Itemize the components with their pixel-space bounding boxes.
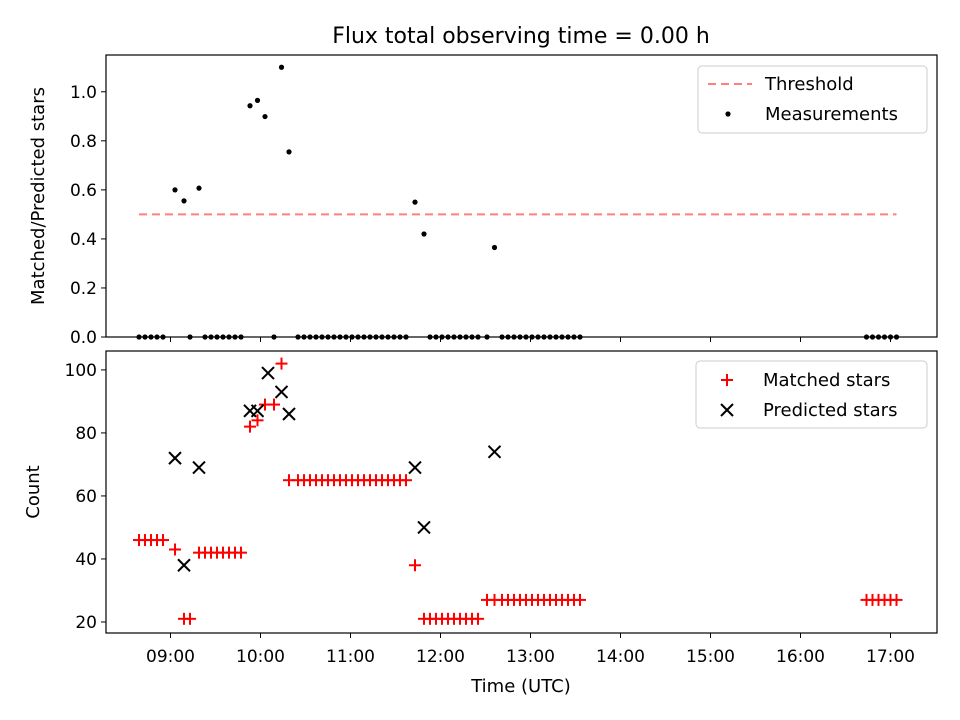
measurement-point — [247, 103, 253, 109]
top-legend: Threshold Measurements — [697, 65, 928, 134]
predicted-legend-label: Predicted stars — [763, 400, 897, 421]
matched-star-point — [268, 398, 280, 411]
predicted-star-point — [274, 385, 289, 399]
x-tick-label: 16:00 — [776, 647, 825, 667]
matched-star-point — [244, 420, 256, 433]
matched-star-point — [157, 534, 169, 547]
measurements-legend-marker — [725, 111, 731, 117]
y-tick-label: 0.4 — [70, 230, 97, 250]
bottom-x-axis-ticks: 09:00 10:00 11:00 12:00 13:00 14:00 15:00 16:00… — [146, 633, 915, 667]
y-tick-label: 80 — [75, 424, 97, 444]
top-y-axis-ticks: 0.0 0.2 0.4 0.6 0.8 1.0 — [70, 83, 106, 348]
top-x-axis-ticks — [170, 337, 891, 342]
predicted-star-point — [192, 460, 206, 475]
predicted-star-point — [487, 445, 502, 459]
top-legend-box — [697, 65, 928, 134]
x-tick-label: 09:00 — [146, 647, 195, 667]
top-plot-frame — [105, 54, 938, 338]
y-tick-label: 0.2 — [70, 279, 97, 299]
predicted-legend-marker — [720, 403, 734, 417]
measurement-point — [278, 64, 285, 70]
matched-star-point — [472, 612, 484, 625]
measurement-point — [254, 97, 261, 103]
matched-star-point — [574, 593, 586, 606]
measurement-point — [491, 244, 498, 251]
y-tick-label: 0.6 — [70, 181, 97, 201]
y-tick-label: 100 — [65, 361, 97, 381]
measurement-point — [286, 149, 292, 155]
matched-star-point — [890, 593, 903, 606]
matched-star-point — [169, 543, 181, 556]
predicted-star-point — [250, 404, 265, 418]
predicted-star-point — [417, 520, 431, 535]
matched-legend-label: Matched stars — [763, 370, 890, 391]
predicted-star-point — [261, 366, 275, 380]
y-tick-label: 1.0 — [70, 83, 97, 103]
x-tick-label: 14:00 — [596, 647, 645, 667]
measurement-point — [172, 187, 178, 193]
x-tick-label: 13:00 — [506, 647, 555, 667]
bottom-x-axis-label: Time (UTC) — [470, 676, 571, 697]
matched-star-point — [184, 612, 196, 625]
bottom-legend-box — [695, 360, 928, 429]
x-tick-label: 17:00 — [866, 647, 915, 667]
bottom-panel: 20 40 60 80 100 09:00 10:00 11:00 12:00 13:00 14:… — [23, 350, 938, 697]
matched-star-point — [235, 546, 247, 559]
predicted-star-point — [168, 451, 182, 465]
matched-star-point — [251, 414, 264, 427]
measurement-point — [181, 198, 187, 204]
threshold-legend-label: Threshold — [764, 74, 854, 95]
matched-star-point — [275, 357, 288, 370]
measurement-point — [421, 231, 427, 237]
bottom-y-axis-label: Count — [23, 465, 44, 518]
predicted-star-point — [177, 558, 191, 572]
y-tick-label: 60 — [75, 487, 97, 507]
measurement-point — [412, 199, 418, 205]
bottom-y-axis-ticks: 20 40 60 80 100 — [65, 361, 106, 633]
x-tick-label: 11:00 — [326, 647, 375, 667]
bottom-plot-frame — [105, 350, 938, 634]
chart-title: Flux total observing time = 0.00 h — [332, 24, 710, 49]
x-tick-label: 15:00 — [686, 647, 735, 667]
y-tick-label: 20 — [75, 613, 97, 633]
y-tick-label: 0.0 — [70, 328, 97, 348]
matched-star-point — [409, 559, 421, 572]
top-panel: 0.0 0.2 0.4 0.6 0.8 1.0 Matched/Predicted sta… — [28, 54, 938, 348]
count-points — [133, 357, 903, 625]
bottom-legend: Matched stars Predicted stars — [695, 360, 928, 429]
measurement-point — [262, 113, 268, 120]
y-tick-label: 40 — [75, 550, 97, 570]
x-tick-label: 12:00 — [416, 647, 465, 667]
matched-legend-marker — [721, 374, 733, 386]
predicted-star-point — [282, 407, 296, 421]
measurements-legend-label: Measurements — [765, 104, 898, 125]
y-tick-label: 0.8 — [70, 132, 97, 152]
top-y-axis-label: Matched/Predicted stars — [28, 87, 49, 305]
x-tick-label: 10:00 — [236, 647, 285, 667]
matched-star-point — [400, 474, 412, 487]
predicted-star-point — [408, 460, 422, 475]
measurement-point — [196, 185, 202, 191]
